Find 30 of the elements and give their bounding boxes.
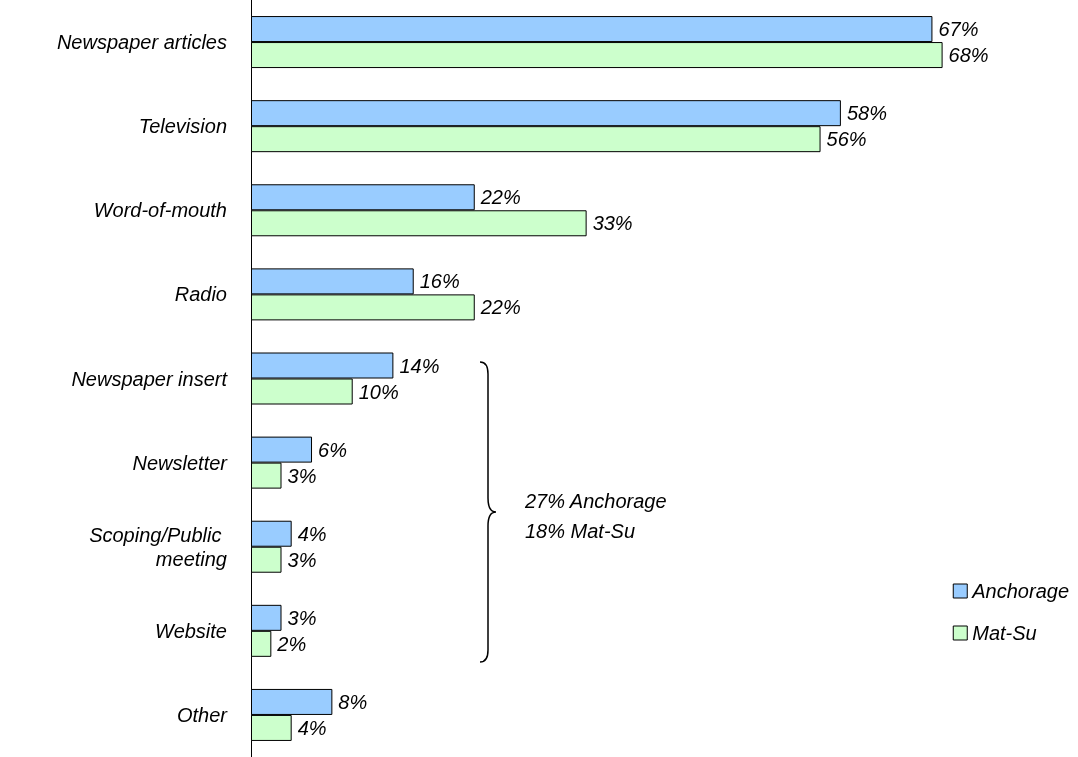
y-tick-label: Radio	[174, 283, 227, 306]
legend-label: Mat-Su	[972, 622, 1037, 644]
y-tick-label: Newspaper articles	[56, 31, 227, 54]
data-label: 14%	[399, 354, 440, 377]
data-label: 3%	[287, 548, 317, 571]
y-tick-label: Website	[155, 619, 227, 642]
data-label: 68%	[948, 44, 989, 67]
data-label: 3%	[287, 464, 317, 487]
data-label: 22%	[479, 186, 521, 209]
y-tick-label: Other	[176, 703, 229, 726]
y-tick-label: Television	[138, 115, 227, 138]
legend-label: Anchorage	[971, 580, 1070, 602]
y-tick-label: Newspaper insert	[71, 367, 229, 390]
y-tick-label: Newsletter	[132, 451, 229, 474]
data-label: 33%	[592, 212, 633, 235]
data-label: 4%	[297, 522, 327, 545]
annotation: 27% Anchorage 18% Mat-Su	[524, 490, 667, 542]
data-label: 16%	[419, 270, 460, 293]
data-label: 58%	[846, 102, 887, 125]
data-label: 2%	[276, 632, 307, 655]
data-label: 6%	[318, 438, 347, 461]
data-label: 67%	[938, 18, 979, 41]
data-label: 8%	[338, 690, 368, 713]
data-label: 3%	[287, 606, 317, 629]
y-tick-label: Word-of-mouth	[93, 199, 227, 222]
data-label: 22%	[479, 296, 521, 319]
y-tick-label: Scoping/Public meeting	[89, 523, 227, 570]
data-label: 10%	[358, 380, 399, 403]
data-label: 56%	[826, 128, 867, 151]
data-label: 4%	[297, 716, 327, 739]
